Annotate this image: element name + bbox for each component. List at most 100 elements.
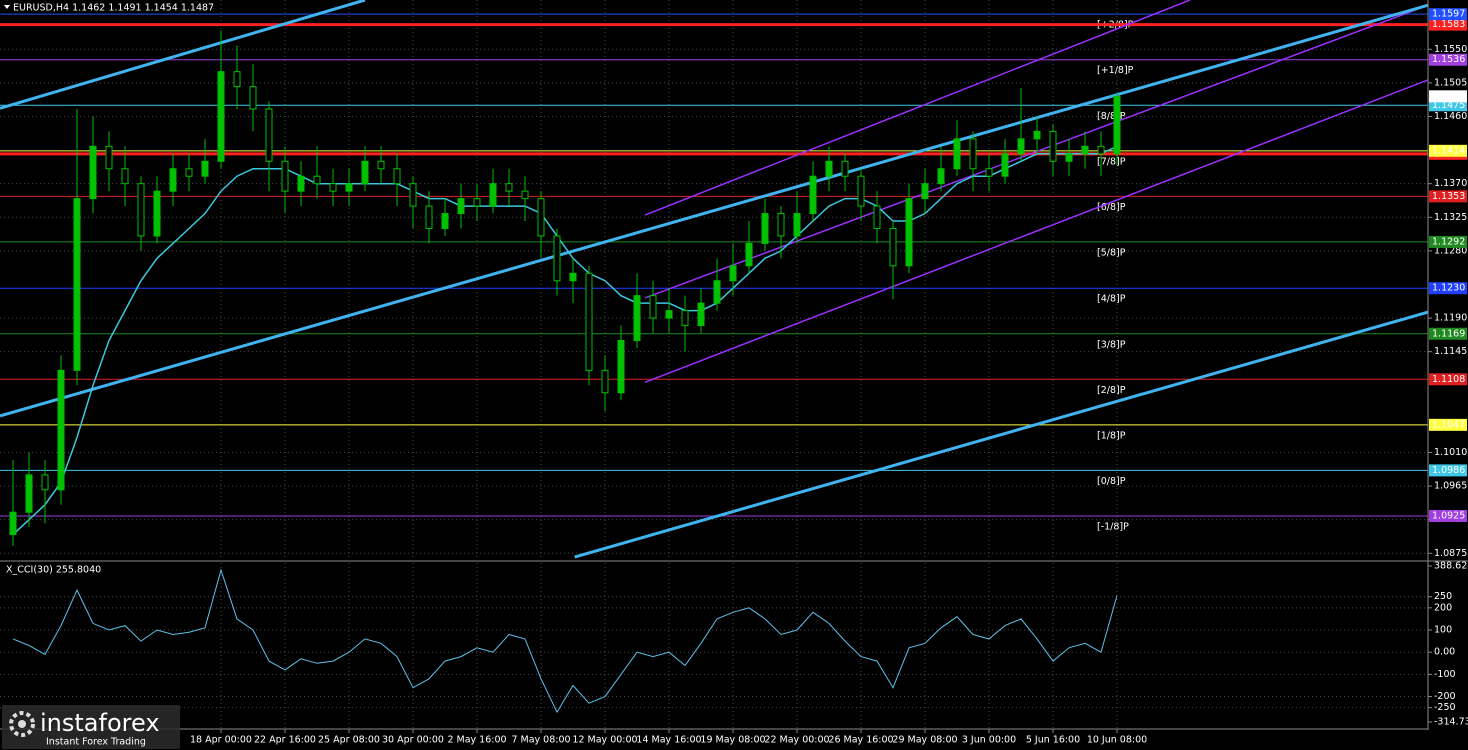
channel-line <box>644 79 1428 383</box>
candle-body <box>553 235 561 282</box>
x-tick-label: 18 Apr 00:00 <box>190 735 252 746</box>
x-tick-label: 5 Jun 16:00 <box>1026 735 1080 746</box>
candle-body <box>1097 145 1105 155</box>
moving-average <box>12 145 1118 536</box>
price-tag <box>1429 509 1467 522</box>
price-tag-label: 1.1414 <box>1432 145 1465 156</box>
price-tag-label: 1.0986 <box>1432 465 1465 476</box>
candle-body <box>345 183 353 192</box>
channel-line <box>644 0 1191 216</box>
level-label: [+1/8]P <box>1097 65 1134 76</box>
price-tag-label: 1.1353 <box>1432 191 1465 202</box>
candle-body <box>681 310 689 327</box>
level-label: [2/8]P <box>1097 385 1126 396</box>
candle-body <box>425 205 433 229</box>
x-tick-label: 26 May 16:00 <box>828 735 893 746</box>
candle-body <box>201 160 209 177</box>
price-tag-label: 1.1108 <box>1432 374 1465 385</box>
candle-body <box>281 160 289 192</box>
y-tick-label: 1.1460 <box>1434 111 1467 122</box>
price-tag <box>1429 235 1467 248</box>
candle-body <box>601 369 609 394</box>
price-tag <box>1429 327 1467 340</box>
level-label: [3/8]P <box>1097 339 1126 350</box>
x-tick-label: 25 Apr 08:00 <box>318 735 380 746</box>
x-tick-label: 22 Apr 16:00 <box>254 735 316 746</box>
candle-body <box>265 108 273 162</box>
candle-body <box>457 198 465 215</box>
price-tag <box>1429 18 1467 31</box>
x-tick-label: 30 Apr 00:00 <box>382 735 444 746</box>
candle-body <box>489 183 497 207</box>
menu-icon <box>4 5 10 9</box>
candle-body <box>921 183 929 200</box>
candle-body <box>777 213 785 237</box>
candle-body <box>793 213 801 237</box>
candle-body <box>473 198 481 207</box>
price-tag <box>1429 464 1467 477</box>
y-tick-label: 1.1370 <box>1434 178 1467 189</box>
candle-body <box>121 168 129 185</box>
candle-body <box>521 190 529 200</box>
x-tick-label: 12 May 00:00 <box>572 735 637 746</box>
candle-body <box>1033 130 1041 140</box>
price-tag-label: 1.1047 <box>1432 419 1465 430</box>
candle-body <box>505 183 513 192</box>
y-tick-label: -200 <box>1434 691 1456 702</box>
level-label: [8/8]P <box>1097 111 1126 122</box>
chart-title: EURUSD,H4 1.1462 1.1491 1.1454 1.1487 <box>13 3 214 14</box>
candle-body <box>969 138 977 170</box>
candle-body <box>713 280 721 304</box>
candle-body <box>409 183 417 207</box>
y-tick-label: 1.1505 <box>1434 77 1467 88</box>
y-tick-label: 200 <box>1434 602 1452 613</box>
candle-body <box>361 160 369 185</box>
level-label: [0/8]P <box>1097 476 1126 487</box>
current-price-tag <box>1429 90 1467 103</box>
candle-body <box>697 302 705 327</box>
y-tick-label: 1.1325 <box>1434 212 1467 223</box>
price-tag <box>1429 8 1467 21</box>
x-tick-label: 10 Jun 08:00 <box>1087 735 1147 746</box>
y-tick-label: 100 <box>1434 625 1452 636</box>
candle-body <box>985 168 993 177</box>
candle-body <box>1001 153 1009 177</box>
candle-body <box>665 310 673 319</box>
price-tag <box>1429 190 1467 203</box>
price-tag-label: 1.1583 <box>1432 19 1465 30</box>
cci-pane <box>0 563 1428 728</box>
candle-body <box>169 168 177 192</box>
candle-body <box>617 339 625 394</box>
x-tick-label: 2 May 16:00 <box>447 735 506 746</box>
logo: instaforex Instant Forex Trading <box>2 705 180 749</box>
candle-body <box>537 198 545 237</box>
candle-body <box>297 175 305 192</box>
candle-body <box>729 265 737 282</box>
price-tag-label: 1.1230 <box>1432 283 1465 294</box>
candle-body <box>569 272 577 282</box>
cci-title: X_CCI(30) 255.8040 <box>6 565 101 576</box>
y-tick-label: 1.1010 <box>1434 447 1467 458</box>
y-tick-label: -314.7340 <box>1434 717 1468 728</box>
candle-body <box>825 160 833 177</box>
price-tag-label: 1.1475 <box>1432 100 1465 111</box>
candle-body <box>761 213 769 244</box>
trend-line <box>574 310 1428 559</box>
candle-body <box>73 198 81 371</box>
x-tick-label: 3 Jun 00:00 <box>962 735 1016 746</box>
candle-body <box>57 369 65 491</box>
candle-body <box>313 175 321 185</box>
candle-body <box>905 198 913 267</box>
candle-body <box>841 160 849 177</box>
candle-body <box>809 175 817 215</box>
price-tag <box>1429 373 1467 386</box>
trend-line <box>0 0 366 110</box>
brand-tagline: Instant Forex Trading <box>46 737 146 748</box>
candle-body <box>889 227 897 267</box>
y-tick-label: 1.1280 <box>1434 245 1467 256</box>
candle-body <box>873 205 881 229</box>
x-tick-label: 29 May 08:00 <box>892 735 957 746</box>
y-tick-label: 250 <box>1434 591 1452 602</box>
candle-body <box>1081 145 1089 155</box>
